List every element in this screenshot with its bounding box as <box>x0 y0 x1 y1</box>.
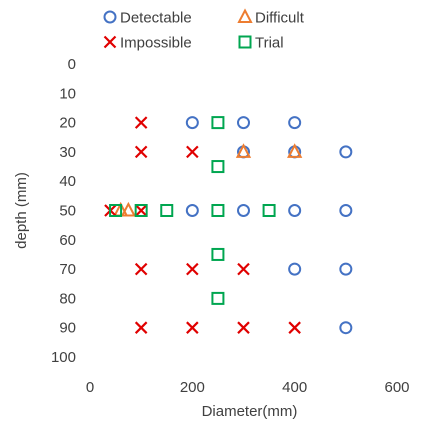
trial-point <box>211 291 225 305</box>
y-tick-label: 20 <box>59 115 76 132</box>
impossible-point <box>237 262 250 276</box>
impossible-point <box>134 116 148 129</box>
y-tick-label: 80 <box>59 290 76 307</box>
y-tick-label: 10 <box>59 85 76 102</box>
y-tick-label: 30 <box>59 144 76 161</box>
legend-marker-difficult <box>237 8 253 23</box>
legend-label-trial: Trial <box>255 35 284 52</box>
detectable-point <box>237 204 250 217</box>
trial-point <box>109 204 123 217</box>
detectable-point <box>185 116 199 130</box>
trial-point <box>160 204 174 217</box>
y-tick-label: 100 <box>51 349 76 366</box>
y-tick-label: 90 <box>59 320 76 337</box>
detectable-point <box>288 204 302 217</box>
difficult-point <box>120 201 137 217</box>
legend-label-impossible: Impossible <box>120 35 192 52</box>
trial-point <box>211 160 225 174</box>
trial-point <box>134 204 148 217</box>
data-points <box>104 116 353 335</box>
detectable-point <box>339 145 353 159</box>
y-tick-label: 40 <box>59 173 76 190</box>
legend: Detectable Difficult Impossible Trial <box>103 8 305 52</box>
detectable-point <box>237 116 250 130</box>
y-axis-ticks: 0 10 20 30 40 50 60 70 80 90 100 <box>51 56 76 366</box>
y-axis-title: depth (mm) <box>13 172 30 249</box>
series-difficult <box>113 143 303 217</box>
impossible-point <box>186 321 199 334</box>
trial-point <box>211 247 225 261</box>
legend-label-detectable: Detectable <box>120 10 192 27</box>
detectable-point <box>288 262 302 276</box>
series-impossible <box>104 116 301 334</box>
detectable-point <box>339 262 353 276</box>
x-axis-ticks: 0 200 400 600 <box>86 379 410 396</box>
y-tick-label: 60 <box>59 232 76 249</box>
series-trial <box>109 116 276 305</box>
impossible-point <box>134 145 148 159</box>
legend-marker-impossible <box>103 35 117 49</box>
impossible-point <box>134 204 148 217</box>
impossible-point <box>186 262 199 276</box>
y-tick-label: 0 <box>68 56 76 73</box>
trial-point <box>262 204 276 217</box>
detectable-point <box>339 321 353 335</box>
trial-point <box>211 204 225 217</box>
x-tick-label: 200 <box>180 379 205 396</box>
y-tick-label: 50 <box>59 203 76 220</box>
impossible-point <box>134 321 148 334</box>
x-tick-label: 600 <box>384 379 409 396</box>
difficult-point <box>287 143 303 158</box>
legend-marker-trial <box>238 35 252 49</box>
detectable-point <box>339 204 353 217</box>
impossible-point <box>237 321 250 334</box>
legend-label-difficult: Difficult <box>255 10 305 27</box>
y-tick-label: 70 <box>59 261 76 278</box>
x-tick-label: 0 <box>86 379 94 396</box>
impossible-point <box>288 321 301 334</box>
impossible-point <box>134 262 148 276</box>
trial-point <box>211 116 225 130</box>
x-tick-label: 400 <box>282 379 307 396</box>
detectable-point <box>185 204 199 217</box>
legend-marker-detectable <box>103 10 117 24</box>
impossible-point <box>186 145 199 159</box>
detectable-point <box>288 116 302 130</box>
difficult-point <box>235 143 252 158</box>
x-axis-title: Diameter(mm) <box>202 403 298 420</box>
